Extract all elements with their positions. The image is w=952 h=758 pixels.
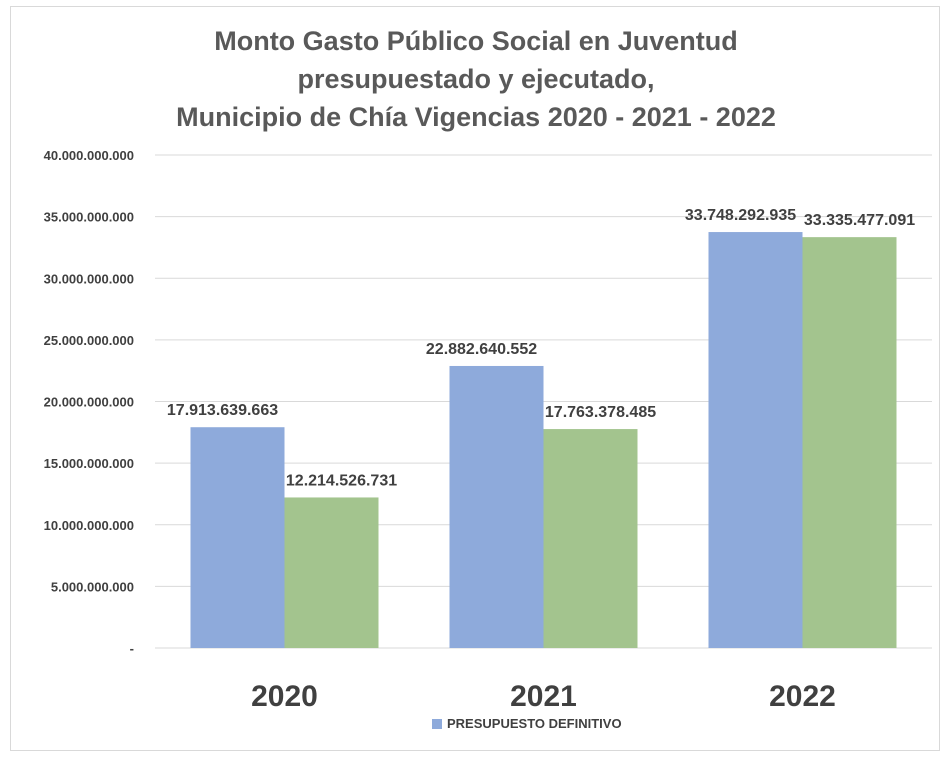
y-tick-label: 10.000.000.000 — [44, 518, 134, 533]
chart-title-line-3: Municipio de Chía Vigencias 2020 - 2021 … — [176, 102, 776, 132]
bar — [802, 237, 897, 648]
y-tick-label: 20.000.000.000 — [44, 395, 134, 410]
y-tick-label: - — [130, 641, 134, 656]
x-tick-label: 2021 — [510, 680, 577, 713]
y-tick-label: 25.000.000.000 — [44, 333, 134, 348]
bars — [190, 232, 897, 648]
y-tick-label: 30.000.000.000 — [44, 271, 134, 286]
y-axis-tick-labels: - 5.000.000.000 10.000.000.000 15.000.000.0… — [44, 148, 134, 656]
data-label: 33.748.292.935 — [685, 207, 796, 224]
data-labels: 17.913.639.663 12.214.526.731 22.882.640.5… — [167, 207, 915, 489]
legend: PRESUPUESTO DEFINITIVO — [432, 716, 622, 731]
bar — [708, 232, 803, 648]
bar — [543, 429, 638, 648]
data-label: 33.335.477.091 — [804, 212, 915, 229]
data-label: 12.214.526.731 — [286, 472, 397, 489]
y-tick-label: 35.000.000.000 — [44, 210, 134, 225]
x-axis-tick-labels: 2020 2021 2022 — [251, 680, 836, 713]
x-tick-label: 2020 — [251, 680, 318, 713]
chart-title: Monto Gasto Público Social en Juventud p… — [0, 22, 952, 136]
data-label: 22.882.640.552 — [426, 341, 537, 358]
legend-swatch — [432, 718, 442, 729]
chart-title-line-2: presupuestado y ejecutado, — [297, 64, 655, 94]
bar — [449, 365, 544, 648]
chart-title-line-1: Monto Gasto Público Social en Juventud — [214, 26, 738, 56]
y-tick-label: 40.000.000.000 — [44, 148, 134, 163]
legend-label: PRESUPUESTO DEFINITIVO — [447, 716, 622, 731]
y-tick-label: 15.000.000.000 — [44, 456, 134, 471]
x-tick-label: 2022 — [769, 680, 836, 713]
data-label: 17.913.639.663 — [167, 402, 278, 419]
bar — [284, 497, 379, 648]
data-label: 17.763.378.485 — [545, 404, 656, 421]
bar — [190, 427, 285, 648]
y-tick-label: 5.000.000.000 — [51, 579, 134, 594]
